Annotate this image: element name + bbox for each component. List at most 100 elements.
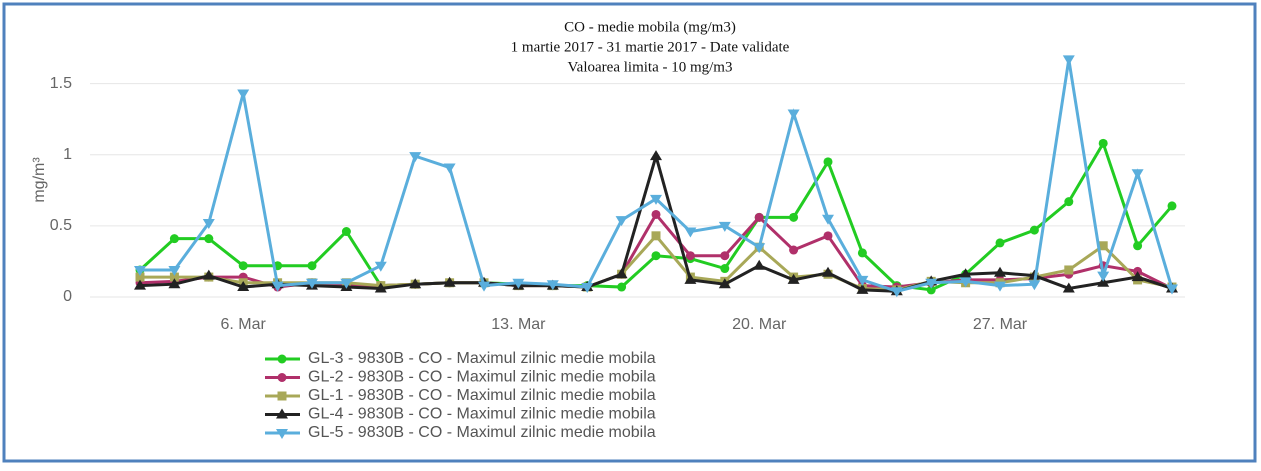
legend-label[interactable]: GL-1 - 9830B - CO - Maximul zilnic medie… bbox=[308, 387, 656, 404]
data-point bbox=[718, 221, 731, 232]
data-point bbox=[1029, 225, 1039, 235]
data-point bbox=[789, 212, 799, 222]
data-point bbox=[926, 285, 936, 295]
data-point bbox=[1133, 241, 1143, 251]
data-point bbox=[787, 109, 800, 120]
frame bbox=[2, 2, 1257, 463]
data-point bbox=[650, 194, 662, 205]
data-point bbox=[684, 227, 697, 238]
data-point bbox=[168, 278, 181, 289]
chart-subtitle: 1 martie 2017 - 31 martie 2017 - Date va… bbox=[511, 39, 790, 55]
data-point bbox=[237, 281, 250, 292]
x-tick-label: 6. Mar bbox=[221, 316, 267, 333]
data-point bbox=[651, 251, 661, 261]
y-tick-label: 0.5 bbox=[50, 217, 72, 234]
data-point bbox=[341, 227, 351, 237]
data-point bbox=[340, 278, 353, 289]
data-point bbox=[168, 265, 181, 276]
x-tick-label: 20. Mar bbox=[732, 316, 787, 333]
data-point bbox=[1062, 55, 1075, 66]
data-point bbox=[823, 231, 833, 241]
y-tick-label: 1.5 bbox=[50, 75, 72, 92]
series-line bbox=[140, 233, 1173, 292]
data-point bbox=[1097, 271, 1110, 282]
data-point bbox=[718, 278, 731, 289]
data-point bbox=[1062, 282, 1075, 293]
legend-marker bbox=[277, 391, 287, 401]
data-point bbox=[1098, 138, 1108, 148]
data-point bbox=[925, 278, 938, 289]
data-point bbox=[685, 251, 695, 261]
data-point bbox=[754, 212, 764, 222]
data-point bbox=[720, 251, 730, 261]
data-point bbox=[822, 214, 834, 225]
data-point bbox=[823, 157, 833, 167]
data-point bbox=[134, 265, 146, 276]
legend-marker bbox=[276, 429, 288, 439]
legend-marker bbox=[276, 408, 288, 419]
data-point bbox=[443, 276, 456, 287]
x-tick-label: 27. Mar bbox=[973, 316, 1028, 333]
data-point bbox=[271, 281, 284, 292]
data-point bbox=[581, 283, 594, 294]
data-point bbox=[856, 275, 869, 286]
data-point bbox=[684, 273, 697, 284]
data-point bbox=[651, 209, 661, 219]
data-point bbox=[202, 219, 215, 230]
data-point bbox=[409, 278, 422, 289]
data-point bbox=[135, 272, 145, 282]
y-axis-label: mg/m³ bbox=[31, 157, 48, 203]
data-point bbox=[720, 264, 730, 274]
data-point bbox=[409, 152, 422, 163]
data-point bbox=[478, 281, 490, 292]
data-point bbox=[890, 287, 903, 298]
data-point bbox=[615, 268, 628, 279]
data-point bbox=[615, 216, 628, 227]
data-point bbox=[994, 266, 1006, 277]
data-point bbox=[994, 281, 1006, 292]
data-point bbox=[856, 283, 869, 294]
legend-label[interactable]: GL-2 - 9830B - CO - Maximul zilnic medie… bbox=[308, 369, 656, 386]
data-point bbox=[959, 268, 972, 279]
legend-label[interactable]: GL-5 - 9830B - CO - Maximul zilnic medie… bbox=[308, 424, 656, 441]
data-point bbox=[237, 89, 250, 100]
data-point bbox=[995, 238, 1005, 248]
data-point bbox=[753, 259, 766, 270]
data-point bbox=[512, 278, 525, 289]
y-tick-label: 0 bbox=[63, 288, 72, 305]
data-point bbox=[1167, 201, 1177, 211]
legend-marker bbox=[277, 354, 287, 364]
data-point bbox=[1064, 265, 1074, 275]
data-point bbox=[204, 234, 214, 244]
data-point bbox=[1098, 241, 1108, 251]
data-point bbox=[169, 272, 179, 282]
chart-title: CO - medie mobila (mg/m3) bbox=[564, 19, 736, 35]
data-point bbox=[1166, 284, 1178, 295]
data-point bbox=[651, 231, 661, 241]
data-point bbox=[546, 280, 559, 291]
data-point bbox=[169, 234, 179, 244]
data-point bbox=[753, 243, 766, 254]
legend-label[interactable]: GL-3 - 9830B - CO - Maximul zilnic medie… bbox=[308, 350, 656, 367]
data-point bbox=[787, 273, 800, 284]
data-point bbox=[238, 261, 248, 271]
data-point bbox=[1028, 280, 1041, 291]
data-point bbox=[857, 248, 867, 258]
series-line bbox=[139, 150, 1173, 293]
data-point bbox=[306, 278, 318, 289]
legend-marker bbox=[277, 373, 287, 382]
data-point bbox=[374, 261, 387, 272]
data-point bbox=[134, 279, 146, 290]
data-point bbox=[1064, 197, 1074, 207]
legend-label[interactable]: GL-4 - 9830B - CO - Maximul zilnic medie… bbox=[308, 406, 656, 423]
data-point bbox=[443, 163, 456, 174]
data-point bbox=[1131, 271, 1144, 282]
data-point bbox=[307, 261, 317, 271]
annotation: Valoarea limita - 10 mg/m3 bbox=[568, 59, 733, 75]
data-point bbox=[1131, 169, 1144, 180]
data-point bbox=[1097, 276, 1110, 287]
data-point bbox=[202, 269, 215, 280]
data-point bbox=[959, 277, 972, 288]
data-point bbox=[617, 282, 627, 292]
